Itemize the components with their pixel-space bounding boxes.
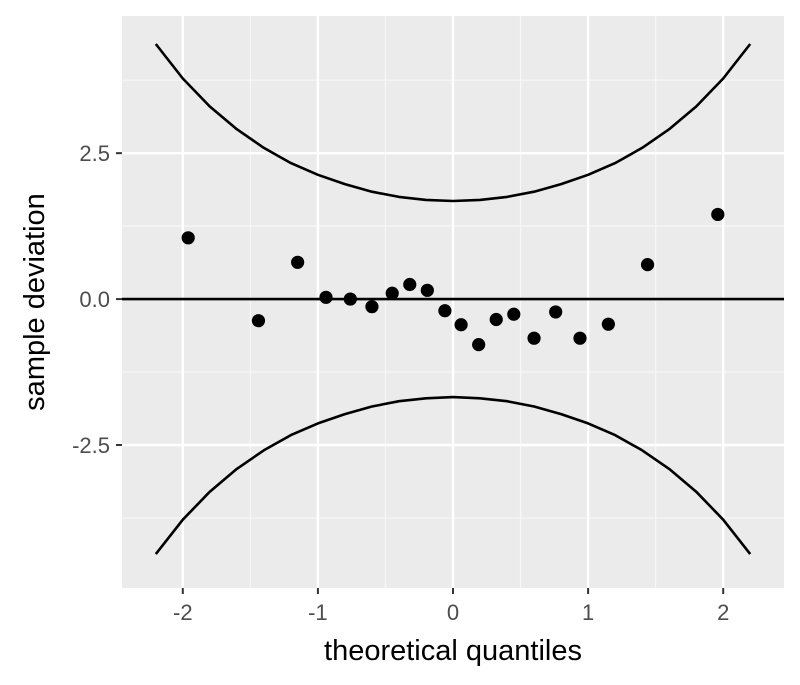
data-point: [319, 290, 333, 304]
data-point: [365, 300, 379, 314]
x-tick-label: 1: [582, 600, 594, 625]
data-point: [472, 338, 486, 352]
data-point: [181, 231, 195, 245]
data-point: [549, 305, 563, 319]
data-point: [601, 317, 615, 331]
data-point: [385, 286, 399, 300]
data-point: [711, 207, 725, 222]
y-tick-label: 2.5: [79, 141, 110, 166]
data-point: [420, 283, 434, 297]
y-tick-label: -2.5: [72, 433, 110, 458]
data-point: [291, 255, 305, 269]
data-point: [403, 277, 417, 292]
data-points: [181, 207, 725, 352]
data-point: [343, 292, 357, 306]
y-axis: -2.5 0.0 2.5: [72, 141, 122, 458]
x-tick-label: 2: [717, 600, 729, 625]
lower-band-curve: [154, 395, 752, 555]
x-tick-label: -1: [308, 600, 328, 625]
x-tick-label: 0: [447, 600, 459, 625]
data-point: [640, 258, 655, 272]
x-axis-title: theoretical quantiles: [324, 635, 582, 667]
data-point: [573, 331, 587, 345]
data-point: [489, 312, 503, 327]
upper-band-curve: [154, 43, 752, 203]
x-tick-label: -2: [173, 600, 193, 625]
y-axis-title: sample deviation: [19, 193, 51, 411]
confidence-band: [154, 43, 752, 555]
y-tick-label: 0.0: [79, 287, 110, 312]
data-point: [251, 314, 266, 328]
data-point: [454, 318, 468, 332]
data-point: [438, 304, 452, 318]
data-point: [507, 307, 521, 321]
data-point: [527, 331, 541, 345]
x-axis: -2 -1 0 1 2: [173, 588, 729, 625]
